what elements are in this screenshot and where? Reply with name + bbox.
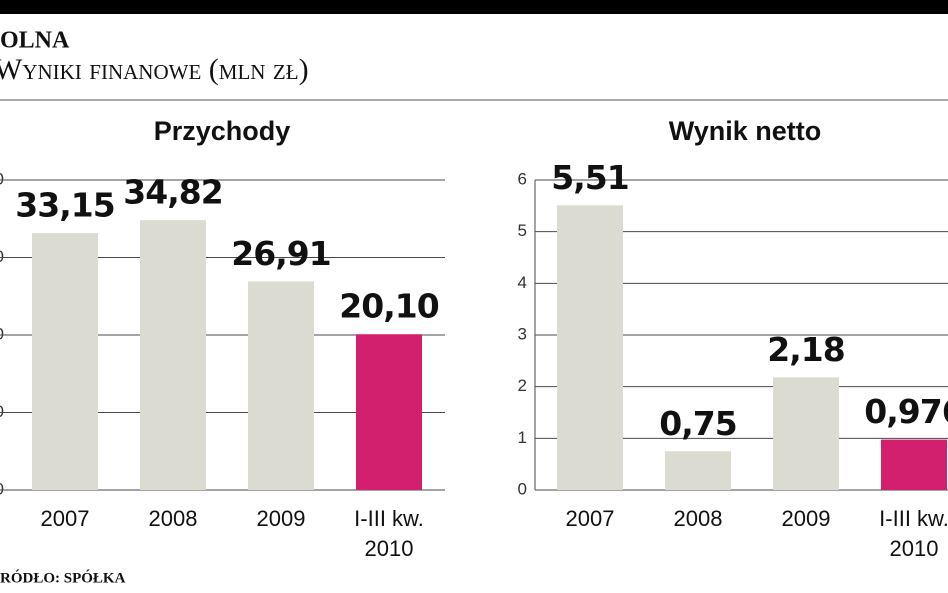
y-tick-label: 20 [0,324,4,343]
x-tick-label: 2008 [674,506,723,531]
y-tick-label: 0 [518,479,527,498]
y-tick-label: 2 [518,376,527,395]
bar [881,439,947,490]
x-tick-label: 2009 [782,506,831,531]
y-tick-label: 6 [518,169,527,188]
y-tick-label: 1 [518,428,527,447]
value-label: 2,18 [767,330,844,369]
value-label: 0,976 [864,392,948,431]
x-tick-label: I-III kw. 2010 [354,506,424,561]
top-bar [0,0,948,14]
value-label: 34,82 [123,173,222,212]
x-tick-label: 2007 [566,506,615,531]
value-label: 26,91 [231,234,330,273]
x-tick-label: 2007 [41,506,90,531]
value-label: 33,15 [15,186,114,225]
y-tick-label: 10 [0,402,4,421]
x-tick-label: 2009 [257,506,306,531]
bar [773,377,839,490]
x-tick-label: I-III kw. 2010 [879,506,948,561]
y-tick-label: 40 [0,169,4,188]
header-title: OLNA [0,28,70,54]
chart-title: Wynik netto [669,116,822,146]
value-label: 20,10 [339,287,438,326]
y-tick-label: 5 [518,221,527,240]
bar [32,233,98,490]
bar [557,205,623,491]
y-tick-label: 30 [0,247,4,266]
bar [140,220,206,490]
x-tick-label: 2008 [149,506,198,531]
value-label: 5,51 [551,158,628,197]
y-tick-label: 0 [0,479,4,498]
header-subtitle: Wyniki finanowe (mln zł) [0,53,309,86]
bar [356,334,422,490]
value-label: 0,75 [659,404,736,443]
y-tick-label: 3 [518,324,527,343]
bar [248,281,314,490]
bar [665,451,731,490]
source: RÓDŁO: SPÓŁKA [0,569,126,586]
y-tick-label: 4 [518,273,527,292]
chart-title: Przychody [154,116,291,146]
